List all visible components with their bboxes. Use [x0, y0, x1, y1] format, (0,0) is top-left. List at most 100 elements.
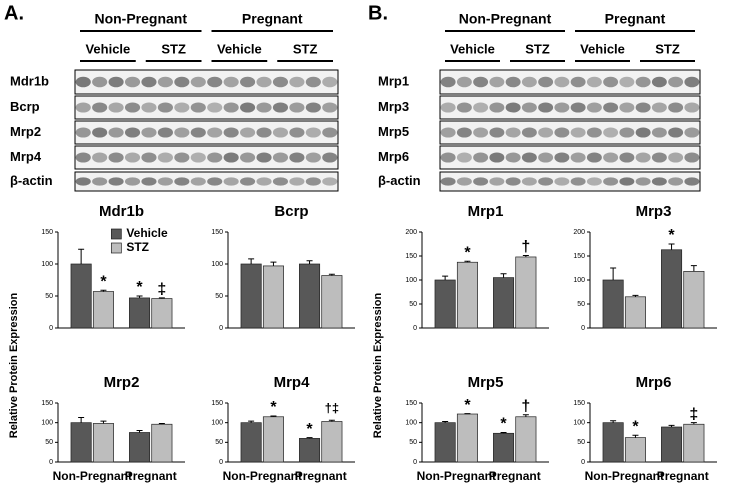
x-tick-label: Pregnant: [295, 469, 347, 483]
y-tick-label: 150: [211, 229, 223, 236]
error-bar: [306, 260, 313, 264]
blot-band: [75, 152, 91, 163]
blot-band: [489, 177, 505, 186]
blot: [439, 145, 701, 170]
bar: [683, 423, 705, 463]
blot-band: [75, 76, 91, 88]
y-tick-label: 100: [573, 420, 585, 427]
blot-label: Mrp2: [10, 124, 41, 139]
blot-band: [157, 152, 173, 163]
blot-band: [554, 127, 570, 138]
blot-band: [570, 102, 586, 113]
y-tick-label: 50: [577, 439, 585, 446]
blot: [74, 171, 339, 192]
bar: [493, 277, 515, 329]
chart-title: Mrp3: [636, 203, 672, 220]
blot-band: [554, 102, 570, 113]
blot: [74, 145, 339, 170]
subgroup-label: STZ: [655, 41, 680, 56]
blot-band: [207, 76, 223, 88]
group-label: Non-Pregnant: [459, 11, 552, 27]
blot-band: [440, 177, 456, 186]
blot-band: [505, 102, 521, 113]
error-bar: [158, 422, 165, 425]
blot-band: [108, 177, 124, 186]
blot-band: [207, 102, 223, 113]
blot: [74, 120, 339, 145]
error-bar: [442, 275, 449, 280]
blot-band: [668, 177, 684, 186]
blot-band: [223, 177, 239, 186]
error-bar: [668, 243, 675, 250]
error-bar: [500, 273, 507, 278]
blot-band: [141, 102, 157, 113]
group-label: Non-Pregnant: [94, 11, 187, 27]
blot-band: [456, 127, 472, 138]
legend-label: Vehicle: [126, 226, 168, 240]
bar: [624, 296, 646, 329]
blot-band: [289, 127, 305, 138]
y-tick-label: 0: [219, 325, 223, 332]
y-tick-label: 150: [211, 400, 223, 407]
error-bar: [690, 422, 697, 425]
x-tick-label: Pregnant: [125, 469, 177, 483]
blot-band: [124, 102, 141, 113]
blot-band: [240, 152, 256, 163]
bar: [151, 298, 173, 329]
significance-mark: *: [100, 273, 107, 290]
blot-band: [473, 177, 489, 186]
blot-band: [505, 152, 521, 163]
blot-band: [489, 152, 505, 163]
bar: [262, 416, 284, 463]
y-tick-label: 50: [45, 293, 53, 300]
subgroup-label: STZ: [161, 41, 186, 56]
error-bar: [270, 415, 277, 417]
x-tick-label: Non-Pregnant: [53, 469, 132, 483]
blot-band: [586, 152, 602, 163]
blot-band: [141, 127, 157, 138]
blot-band: [174, 127, 190, 138]
blot-band: [635, 152, 651, 163]
blot-label: β-actin: [10, 173, 53, 188]
blot-band: [223, 152, 239, 163]
bar: [299, 263, 321, 329]
y-tick-label: 200: [573, 229, 585, 236]
blot-band: [521, 127, 537, 138]
y-tick-label: 50: [409, 439, 417, 446]
blot-band: [603, 102, 619, 113]
significance-mark: *: [464, 244, 471, 261]
significance-mark: ‡: [157, 281, 166, 298]
blot-band: [256, 152, 272, 163]
error-bar: [668, 424, 675, 427]
bar: [92, 291, 114, 329]
error-bar: [136, 295, 143, 298]
y-tick-label: 0: [49, 459, 53, 466]
blot-band: [174, 152, 190, 163]
blot-band: [256, 127, 272, 138]
blot-band: [635, 76, 651, 88]
blot-band: [505, 177, 521, 186]
blot-band: [635, 177, 651, 186]
blot-band: [322, 177, 338, 186]
error-bar: [136, 430, 143, 433]
blot-band: [505, 127, 521, 138]
blot-band: [651, 76, 667, 88]
chart-title: Mrp6: [636, 374, 672, 391]
subgroup-label: STZ: [525, 41, 550, 56]
blot-band: [174, 102, 190, 113]
y-tick-label: 150: [405, 253, 417, 260]
blot-band: [456, 177, 472, 186]
error-bar: [248, 420, 255, 423]
blot-band: [538, 102, 554, 113]
blot: [439, 95, 701, 120]
blot-band: [75, 177, 91, 186]
bar: [240, 422, 262, 463]
blot-band: [92, 152, 108, 163]
bar: [456, 413, 478, 463]
blot-band: [473, 152, 489, 163]
blot-band: [473, 102, 489, 113]
blot-band: [141, 76, 157, 88]
legend-swatch: [110, 242, 122, 254]
blot-band: [108, 152, 124, 163]
blot-band: [538, 152, 554, 163]
